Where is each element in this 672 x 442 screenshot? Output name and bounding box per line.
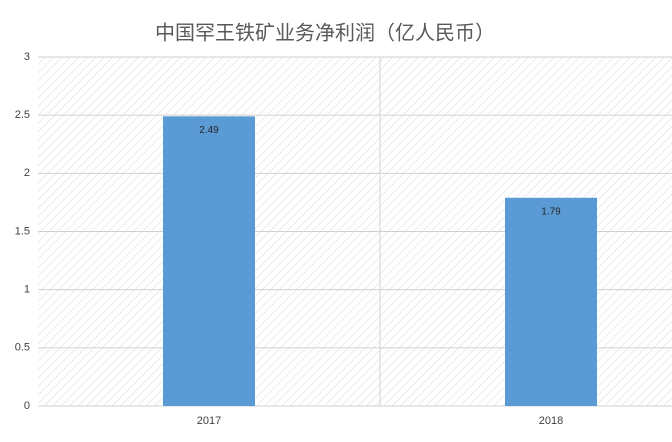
- x-tick-label: 2017: [197, 415, 221, 427]
- value-label: 1.79: [541, 206, 561, 217]
- y-tick-label: 1.5: [15, 225, 30, 237]
- value-label: 2.49: [199, 125, 219, 136]
- y-tick-label: 2: [24, 167, 30, 179]
- bar: [163, 116, 255, 406]
- chart-title: 中国罕王铁矿业务净利润（亿人民币）: [155, 21, 495, 44]
- y-tick-label: 1: [24, 284, 30, 296]
- x-tick-label: 2018: [539, 415, 563, 427]
- bar: [505, 197, 597, 406]
- y-tick-label: 2.5: [15, 109, 30, 121]
- y-tick-label: 0.5: [15, 342, 30, 354]
- y-tick-label: 3: [24, 51, 30, 63]
- y-tick-label: 0: [24, 400, 30, 412]
